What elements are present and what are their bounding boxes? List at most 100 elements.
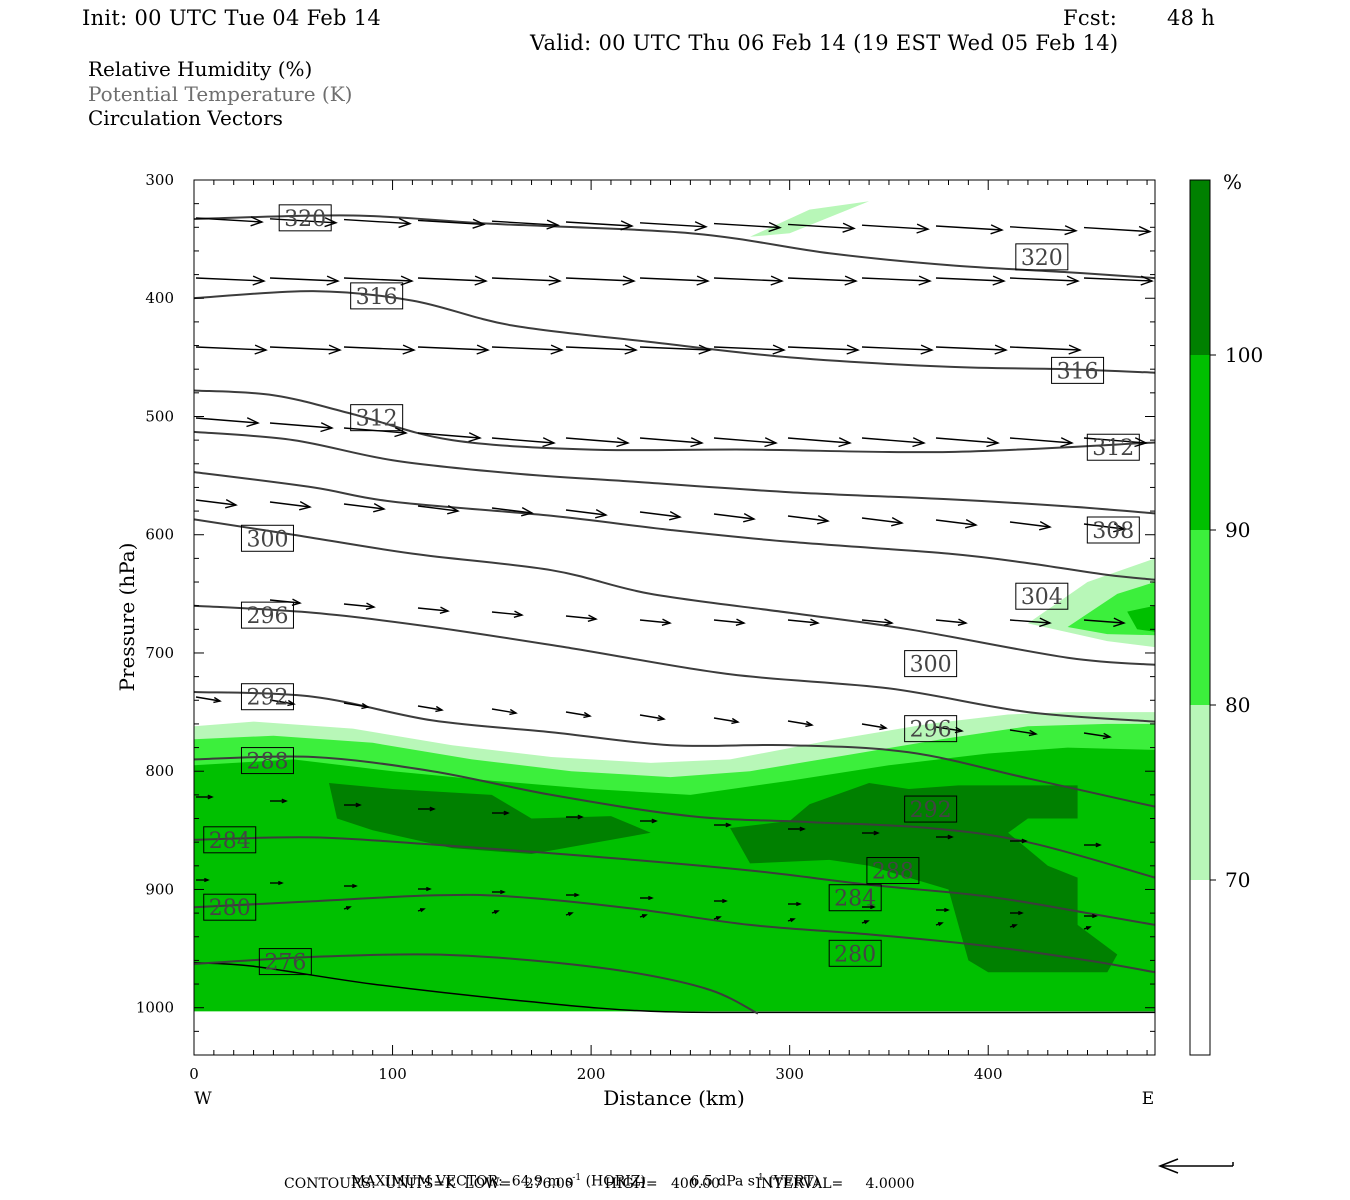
circulation-vector [344, 883, 358, 889]
circulation-vector [343, 275, 414, 286]
theta-contour-line [194, 518, 1155, 666]
circulation-vector [639, 714, 666, 722]
circulation-vector [566, 892, 580, 898]
contour-label: 284 [209, 829, 251, 854]
circulation-vector [713, 221, 782, 233]
circulation-vector [714, 898, 728, 904]
max-vector-vert: 6.5 dPa s [690, 1173, 755, 1190]
circulation-vector [787, 514, 830, 525]
contour-label: 308 [1092, 519, 1134, 544]
horiz-suffix: (HORIZ) [585, 1173, 646, 1190]
circulation-vector [713, 275, 784, 286]
circulation-vector [565, 275, 636, 286]
circulation-vector [491, 275, 562, 286]
circulation-vector [417, 908, 426, 913]
circulation-vector [936, 907, 950, 913]
circulation-vector [1084, 913, 1098, 919]
x-tick-label: 100 [378, 1065, 407, 1083]
circulation-vector [714, 822, 732, 828]
humidity-region [329, 783, 651, 854]
circulation-vector [195, 275, 266, 286]
circulation-vector [713, 437, 778, 448]
circulation-vector [565, 508, 608, 519]
circulation-vector [1009, 225, 1078, 236]
circulation-vector [861, 920, 870, 925]
colorbar-level-label: 90 [1225, 518, 1250, 542]
y-tick-label: 500 [145, 407, 174, 425]
circulation-vector [1009, 520, 1052, 531]
circulation-vector [417, 275, 488, 286]
theta-contour-line [194, 290, 1155, 374]
circulation-vector [935, 618, 968, 626]
circulation-vector [935, 344, 1008, 355]
contour-label-box [240, 683, 294, 711]
circulation-vector [491, 708, 518, 716]
theta-contour-line [194, 755, 1155, 879]
circulation-vector [269, 344, 342, 355]
x-tick-label: 200 [577, 1065, 606, 1083]
circulation-vector [861, 437, 926, 448]
circulation-vector [787, 275, 858, 286]
circulation-vector [491, 910, 500, 915]
y-tick-label: 600 [145, 526, 174, 544]
forecast-label: Fcst: [1063, 6, 1118, 30]
circulation-vector [862, 904, 876, 910]
circulation-vector [639, 914, 648, 919]
legend-relative-humidity: Relative Humidity (%) [88, 57, 313, 81]
circulation-vector [861, 516, 904, 527]
circulation-vector [1010, 838, 1028, 844]
colorbar-level-label: 80 [1225, 693, 1250, 717]
contour-label-box [904, 650, 958, 678]
contour-label: 284 [834, 887, 876, 912]
circulation-vector [343, 217, 412, 229]
reference-vector-icon [1157, 1158, 1234, 1174]
circulation-vector [935, 224, 1004, 235]
circulation-vector [639, 437, 704, 448]
circulation-vector [343, 344, 416, 355]
theta-contour-line [194, 836, 1155, 926]
circulation-vector [787, 222, 856, 233]
circulation-vector [639, 344, 712, 355]
colorbar-unit: % [1223, 170, 1242, 194]
x-tick-label: 300 [775, 1065, 804, 1083]
contour-label: 288 [872, 860, 914, 885]
circulation-vector [935, 922, 944, 927]
circulation-vector [270, 880, 284, 886]
contour-label: 280 [209, 896, 251, 921]
circulation-vector [565, 614, 598, 622]
circulation-vector [344, 802, 362, 808]
circulation-vector [417, 344, 490, 355]
contour-label-box [866, 857, 920, 885]
circulation-vector [1009, 344, 1082, 355]
circulation-vector [417, 432, 482, 443]
circulation-vector [417, 705, 444, 713]
colorbar-segment [1190, 355, 1210, 530]
circulation-vector [1084, 842, 1102, 848]
contour-label: 320 [284, 207, 326, 232]
y-tick-label: 700 [145, 644, 174, 662]
theta-contour-line [194, 430, 1155, 515]
circulation-vector [269, 217, 338, 228]
x-tick-label: 400 [974, 1065, 1003, 1083]
circulation-vector [713, 618, 746, 626]
circulation-vector [1009, 275, 1080, 286]
ground-surface-line [194, 962, 1155, 1014]
x-left-end-label: W [194, 1089, 212, 1109]
circulation-vector [270, 798, 288, 804]
contour-label-box [1086, 433, 1140, 461]
contour-label-box [828, 884, 882, 912]
circulation-vector [861, 275, 932, 286]
circulation-vector [269, 500, 312, 511]
y-tick-label: 800 [145, 762, 174, 780]
humidity-region [750, 201, 870, 237]
horiz-unit-exponent: -1 [572, 1173, 582, 1183]
contour-label-box [278, 204, 332, 232]
contour-label-box [258, 948, 312, 976]
circulation-vector [862, 830, 880, 836]
circulation-vector [565, 912, 574, 917]
circulation-vector [861, 344, 934, 355]
contour-label: 316 [356, 285, 398, 310]
contour-label: 320 [1021, 246, 1063, 271]
circulation-vector [417, 504, 460, 515]
